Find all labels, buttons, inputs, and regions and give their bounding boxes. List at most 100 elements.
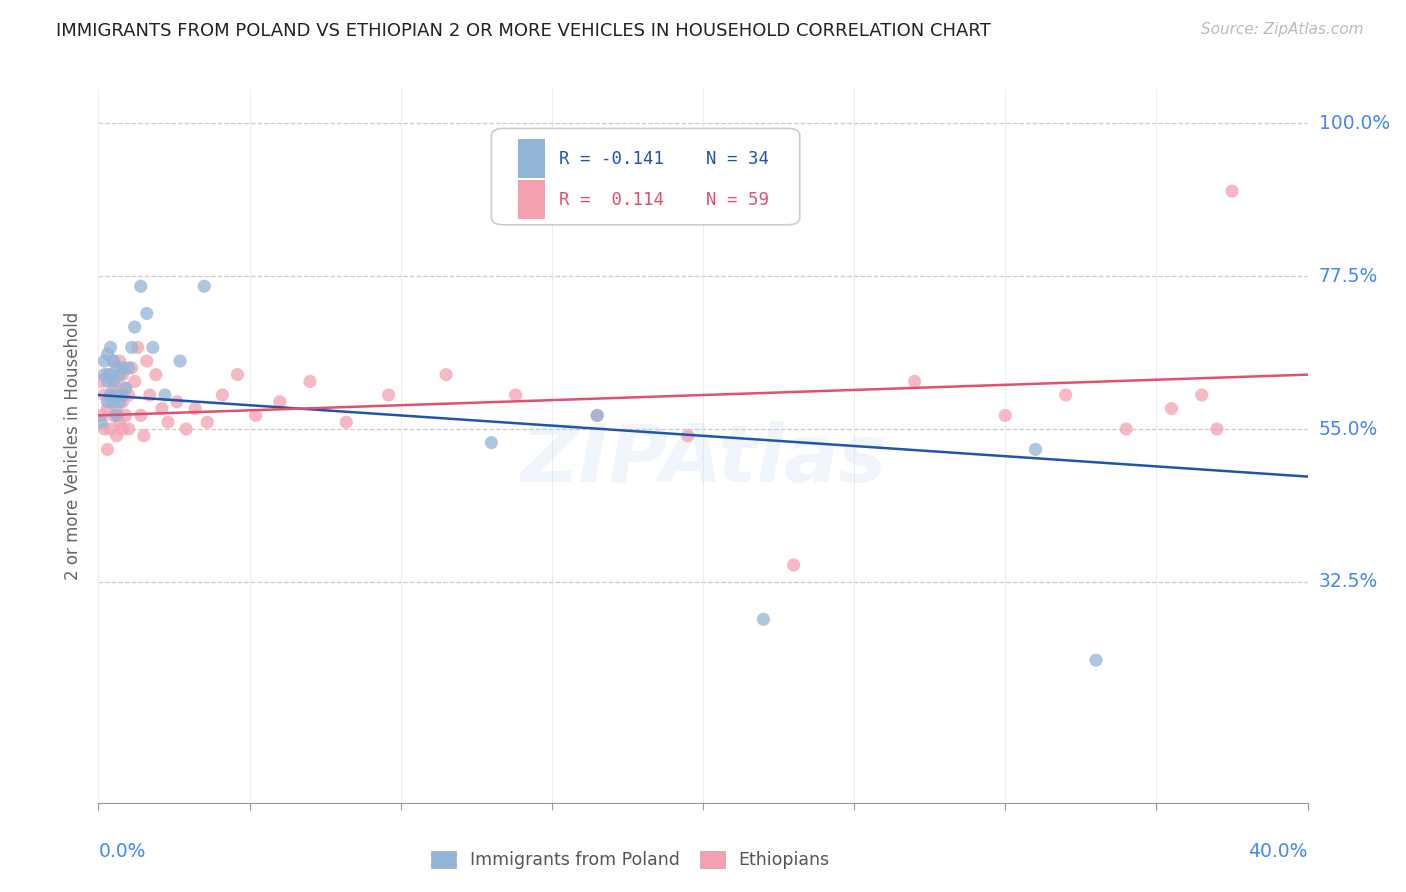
Point [505,388,527,402]
Point [124,320,146,334]
Point [782,558,804,572]
Point [96,368,118,382]
Point [1160,401,1182,416]
Text: ZIPAtlas: ZIPAtlas [520,421,886,500]
Text: R =  0.114    N = 59: R = 0.114 N = 59 [560,191,769,209]
Text: 40.0%: 40.0% [1249,842,1308,861]
Point [93,354,115,368]
Point [103,375,125,389]
Point [127,341,149,355]
Point [481,435,503,450]
Point [135,354,157,368]
Point [226,368,249,382]
Point [184,401,207,416]
Point [114,381,136,395]
Point [103,354,125,368]
Point [145,368,167,382]
Point [377,388,399,402]
Point [93,388,115,402]
Point [1024,442,1046,457]
Text: R = -0.141    N = 34: R = -0.141 N = 34 [560,150,769,168]
Point [994,409,1017,423]
Point [96,442,118,457]
Point [135,306,157,320]
Point [111,394,134,409]
Point [153,388,176,402]
Point [105,401,128,416]
Point [299,375,322,389]
Point [93,368,115,382]
Point [114,409,136,423]
Point [193,279,215,293]
Point [100,422,122,436]
Point [166,394,188,409]
Point [108,354,131,368]
Point [676,429,699,443]
Text: 55.0%: 55.0% [1319,419,1378,439]
Point [195,415,218,429]
Point [105,409,128,423]
Point [1054,388,1077,402]
Point [121,341,143,355]
Point [90,415,112,429]
Point [1220,184,1243,198]
Point [132,429,155,443]
Point [111,368,134,382]
Point [103,394,125,409]
Point [1085,653,1108,667]
Point [150,401,173,416]
Point [111,360,134,375]
Point [105,375,128,389]
FancyBboxPatch shape [517,180,544,219]
Point [156,415,179,429]
Point [111,422,134,436]
Point [105,429,128,443]
Point [245,409,267,423]
Point [108,368,131,382]
FancyBboxPatch shape [492,128,800,225]
Point [121,360,143,375]
Point [108,388,131,402]
Point [169,354,191,368]
Point [100,341,122,355]
Point [103,381,125,395]
Point [752,612,775,626]
Point [142,341,165,355]
Point [96,394,118,409]
Point [434,368,457,382]
Y-axis label: 2 or more Vehicles in Household: 2 or more Vehicles in Household [65,312,83,580]
Point [1191,388,1213,402]
Point [90,375,112,389]
Point [100,368,122,382]
Point [103,409,125,423]
Point [96,375,118,389]
Point [118,360,141,375]
Point [129,279,152,293]
Text: 0.0%: 0.0% [98,842,146,861]
Point [96,401,118,416]
Point [118,422,141,436]
Point [100,388,122,402]
Point [96,347,118,361]
Text: 77.5%: 77.5% [1319,267,1378,285]
Point [129,409,152,423]
Text: 32.5%: 32.5% [1319,573,1378,591]
Point [103,354,125,368]
Point [269,394,291,409]
Point [105,388,128,402]
Point [1115,422,1137,436]
Legend: Immigrants from Poland, Ethiopians: Immigrants from Poland, Ethiopians [425,844,837,876]
Point [124,375,146,389]
Point [586,409,609,423]
Point [118,388,141,402]
Point [211,388,233,402]
Point [904,375,927,389]
Point [108,394,131,409]
Point [139,388,162,402]
Text: Source: ZipAtlas.com: Source: ZipAtlas.com [1201,22,1364,37]
Point [335,415,357,429]
Point [114,381,136,395]
Point [93,422,115,436]
FancyBboxPatch shape [517,139,544,178]
Text: 100.0%: 100.0% [1319,113,1389,133]
